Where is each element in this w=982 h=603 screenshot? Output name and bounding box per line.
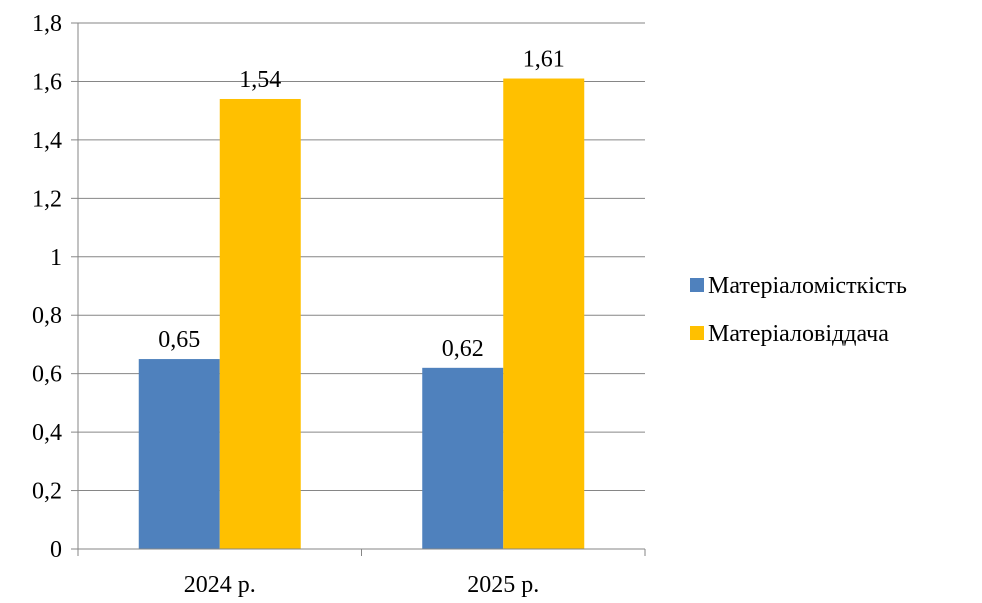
legend-label: Матеріаломісткість [708,273,907,299]
legend-swatch [690,278,704,292]
data-label: 1,61 [523,47,565,73]
legend-label: Матеріаловіддача [708,321,889,347]
legend: Матеріаломісткість Матеріаловіддача [690,273,907,347]
y-tick-label: 0,6 [32,362,62,388]
axes: 0 0,2 0,4 0,6 0,8 1 1,2 1,4 1,6 1,8 2024 р. 2025 р. [32,11,646,598]
y-tick-label: 0,8 [32,303,62,329]
data-label: 0,62 [442,336,484,362]
y-tick-label: 0,2 [32,479,62,505]
y-tick-label: 1,6 [32,69,62,95]
bar-materialovidacha-1 [503,78,585,550]
bar-materialomistkist-0 [138,359,220,549]
legend-item: Матеріаловіддача [690,321,889,347]
legend-item: Матеріаломісткість [690,273,907,299]
y-tick-label: 1 [50,245,62,271]
y-tick-label: 1,2 [32,186,62,212]
data-label: 0,65 [158,327,200,353]
x-category-label: 2025 р. [467,572,539,598]
legend-swatch [690,326,704,340]
y-tick-label: 0,4 [32,420,62,446]
bars [138,78,585,550]
y-tick-label: 1,4 [32,128,62,154]
y-tick-label: 1,8 [32,11,62,37]
bar-materialovidacha-0 [219,98,301,549]
x-category-label: 2024 р. [184,572,256,598]
y-tick-label: 0 [50,537,62,563]
data-label: 1,54 [239,67,281,93]
data-labels: 0,65 1,54 0,62 1,61 [158,47,565,362]
bar-materialomistkist-1 [422,367,504,549]
